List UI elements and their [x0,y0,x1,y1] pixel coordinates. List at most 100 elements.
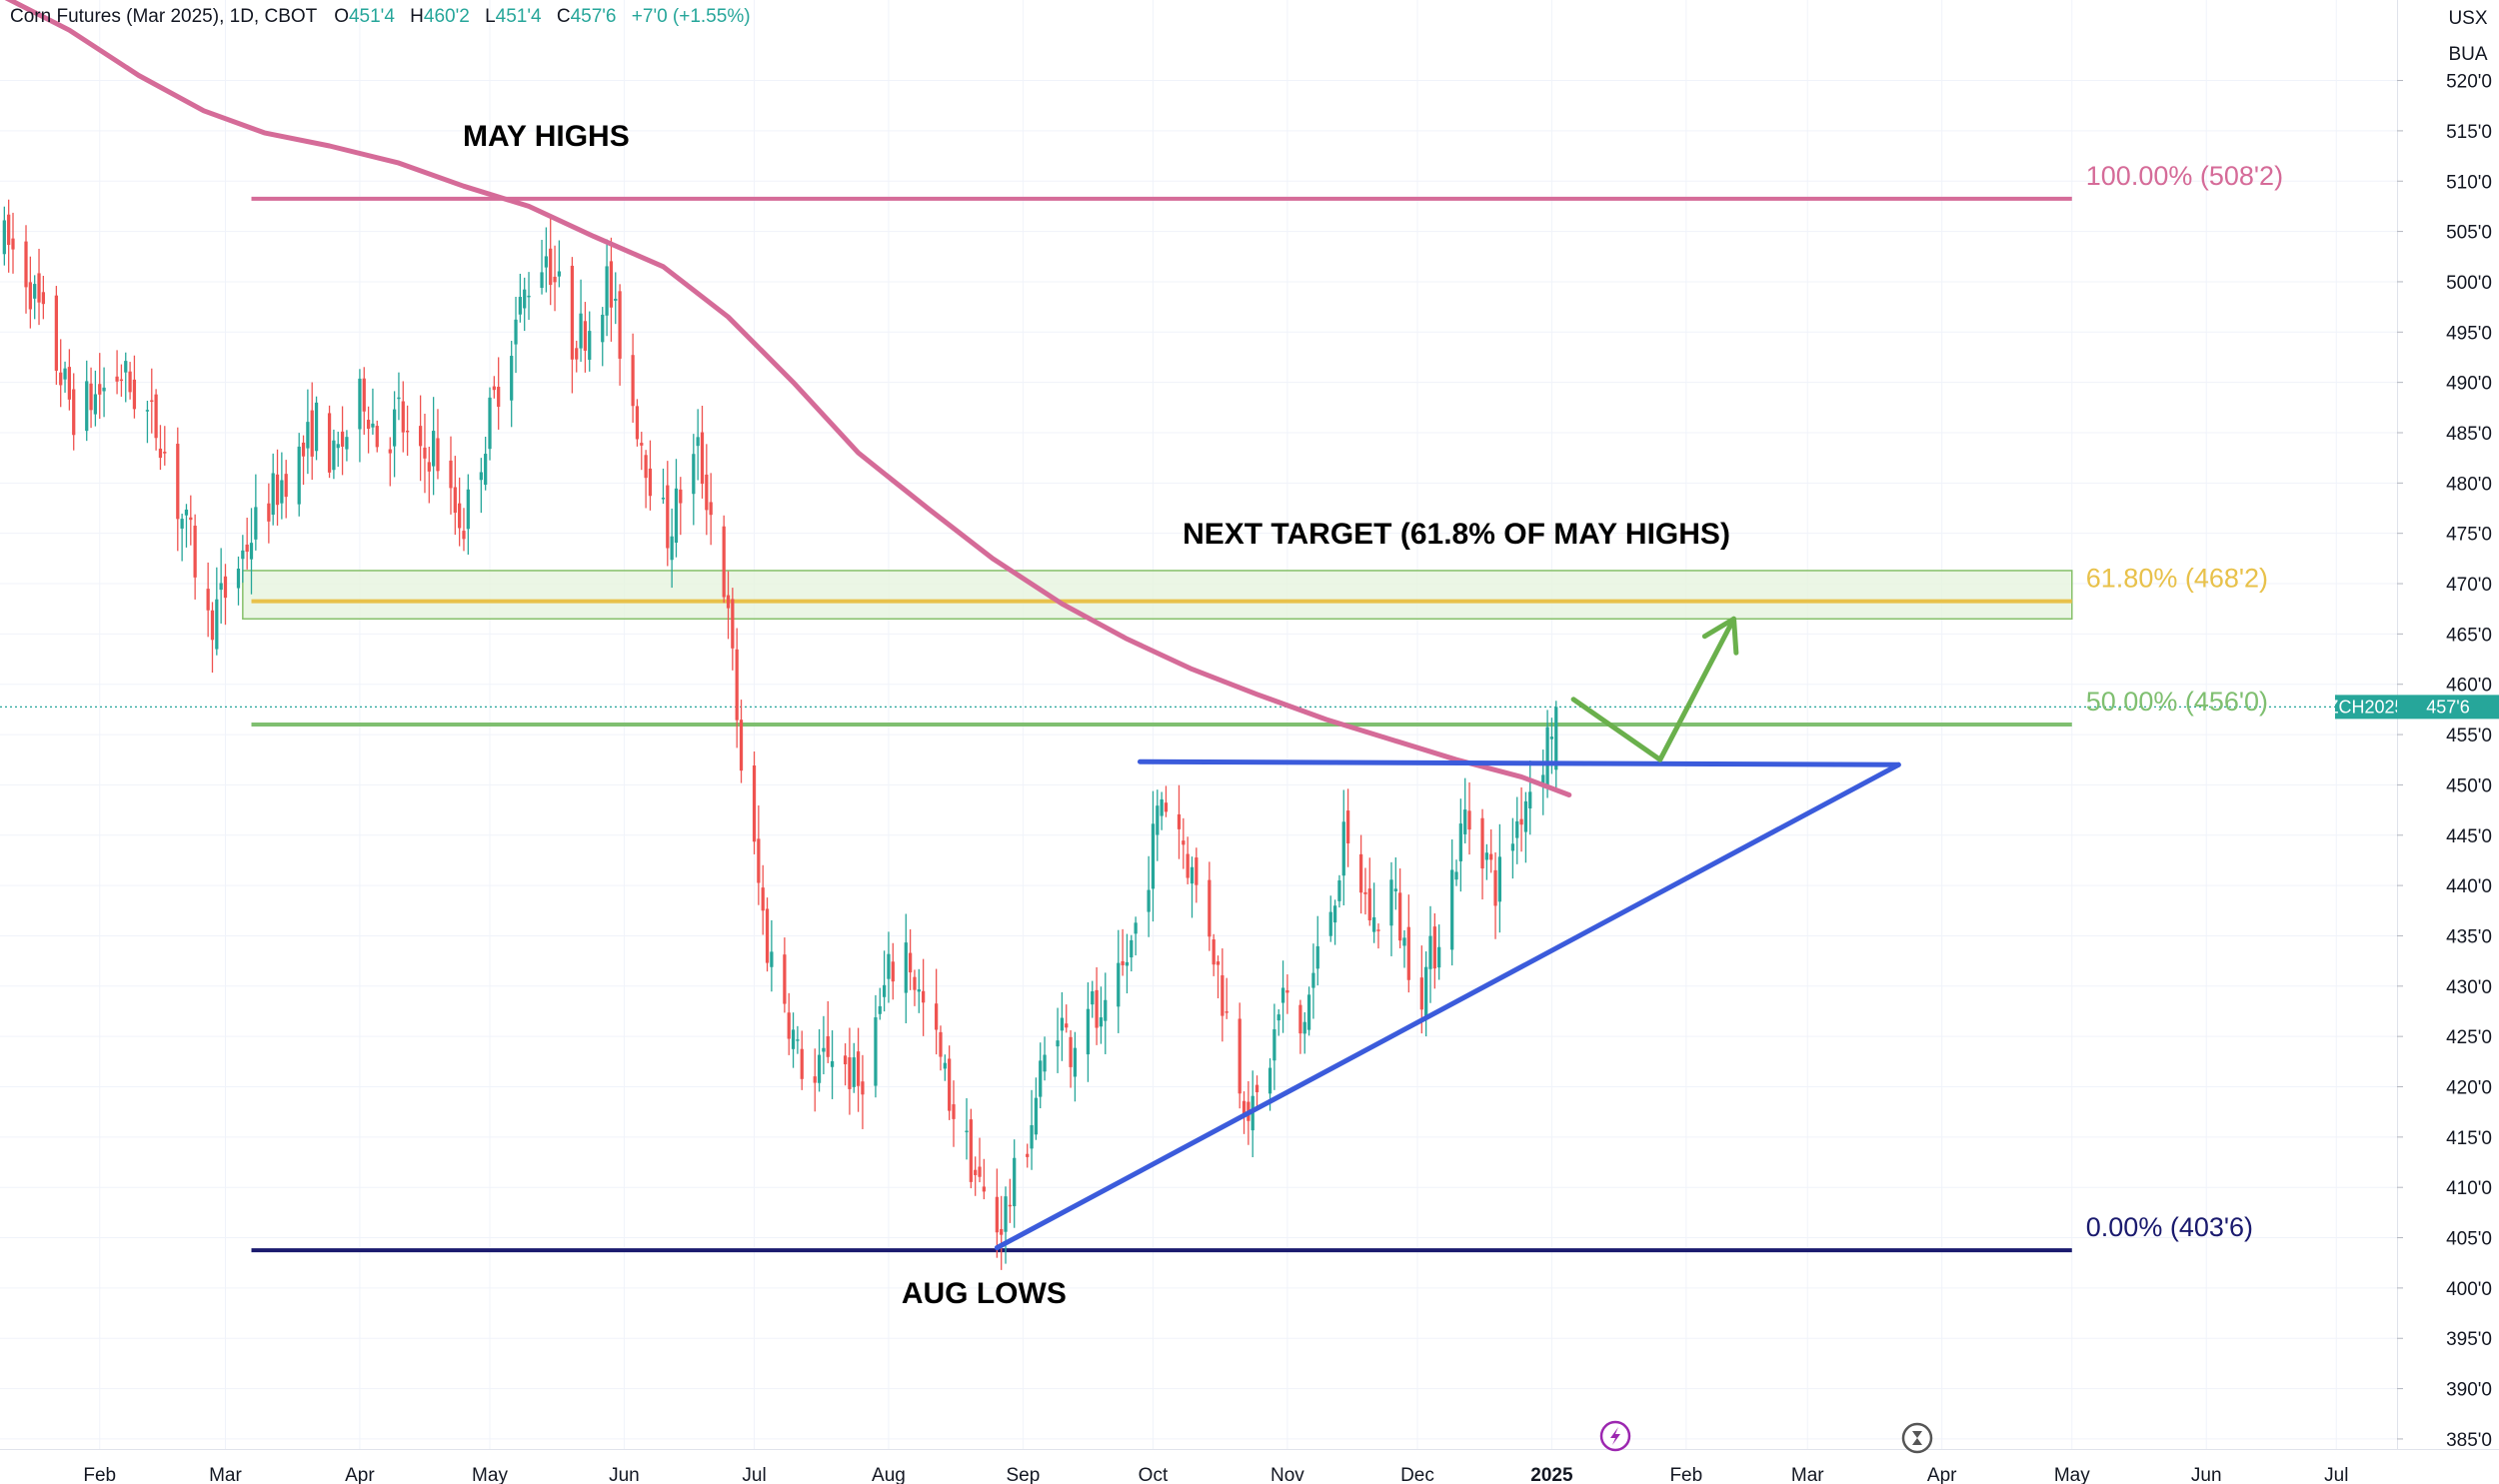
x-tick-label: Jul [2324,1465,2348,1484]
candle-body [813,1076,817,1083]
hourglass-event-icon[interactable] [1901,1422,1933,1454]
annotation-label: MAY HIGHS [463,120,630,153]
candle-body [1030,1124,1034,1149]
candle-body [1541,774,1545,786]
candle-body [1341,821,1345,876]
candle-body [1238,1018,1242,1094]
y-tick-label: 390'0 [2446,1380,2492,1401]
candle-body [249,543,254,560]
candle-body [1393,888,1397,891]
currency-unit[interactable]: USX [2448,8,2487,29]
candle-body [453,487,457,514]
candle-body [11,238,15,250]
time-axis[interactable]: Feb Mar Apr May Jun Jul Aug Sep Oct Nov Dec 2025 Feb… [83,1465,2348,1484]
candle-body [310,410,314,457]
candle-body [640,443,644,446]
close-label: C [557,6,571,27]
candle-body [661,498,666,500]
candle-body [978,1166,982,1177]
y-tick-label: 505'0 [2446,223,2492,244]
candle-body [1272,1028,1276,1061]
candle-body [488,397,492,450]
target-zone-box [242,570,2073,621]
candle-body [158,448,163,459]
candle-body [1000,1228,1004,1235]
candle-body [887,953,891,979]
candle-body [1004,1196,1008,1232]
candle-body [176,444,180,520]
candle-body [297,446,301,505]
x-tick-label: Dec [1400,1465,1434,1484]
candle-body [852,1057,856,1087]
candle-body [800,1048,804,1079]
y-tick-label: 455'0 [2446,726,2492,746]
gridlines [0,0,2397,1449]
close-value: 457'6 [571,6,617,27]
candle-body [735,649,739,721]
candle-body [1497,856,1502,902]
y-tick-label: 515'0 [2446,122,2492,143]
candle-body [1302,1021,1306,1034]
candle-body [1315,945,1319,969]
candle-body [336,444,340,449]
candle-body [1156,805,1160,835]
candle-body [1480,817,1484,869]
candle-body [306,422,310,449]
open-value: 451'4 [349,6,395,27]
candle-body [1254,1084,1259,1092]
svg-text:Corn Futures (Mar 2025), 1D, C: Corn Futures (Mar 2025), 1D, CBOT O451'4… [10,6,751,27]
candle-body [544,256,549,268]
candle-body [219,583,223,591]
candle-body [1091,991,1095,1005]
candle-body [1177,813,1182,829]
price-axis[interactable]: 520'0 515'0 510'0 505'0 500'0 495'0 490'0 485'0… [2397,72,2492,1451]
candle-body [267,503,271,522]
candle-body [523,289,527,309]
candle-body [436,438,440,472]
candle-body [223,576,228,599]
candle-body [405,430,410,433]
candle-body [913,976,917,990]
open-label: O [334,6,349,27]
candle-body [952,1104,956,1119]
y-tick-label: 440'0 [2446,876,2492,897]
candle-body [557,271,562,277]
candle-body [965,1130,969,1133]
y-tick-label: 435'0 [2446,926,2492,947]
candle-body [1523,800,1528,832]
candle-body [922,990,926,1003]
candle-body [540,272,544,289]
y-tick-label: 465'0 [2446,625,2492,646]
candle-body [1151,823,1156,889]
candle-body [479,472,483,481]
candle-body [1212,939,1216,965]
x-tick-label: Jun [609,1465,640,1484]
candle-body [154,394,158,439]
candle-body [2,220,6,255]
candle-body [1069,1036,1073,1067]
candle-body [371,423,375,428]
low-label: L [485,6,496,27]
candle-body [462,531,466,540]
annotation-label: NEXT TARGET (61.8% OF MAY HIGHS) [1183,518,1730,551]
candle-body [1280,987,1285,1003]
candle-body [848,1057,852,1089]
candle-body [206,589,210,611]
candle-body [423,447,427,459]
y-tick-label: 490'0 [2446,374,2492,395]
candle-body [1376,929,1380,931]
candle-body [59,372,63,386]
currency-unit-sub: BUA [2448,44,2487,65]
candle-body [1337,880,1341,901]
candle-body [830,1060,835,1067]
candle-body [1056,1040,1060,1047]
candle-body [1182,840,1186,845]
candle-body [1311,972,1315,988]
candle-body [245,544,249,553]
lightning-event-icon[interactable] [1599,1420,1631,1452]
y-tick-label: 385'0 [2446,1430,2492,1451]
candle-body [163,452,167,454]
candle-body [1095,989,1099,1028]
candle-body [1406,926,1410,980]
